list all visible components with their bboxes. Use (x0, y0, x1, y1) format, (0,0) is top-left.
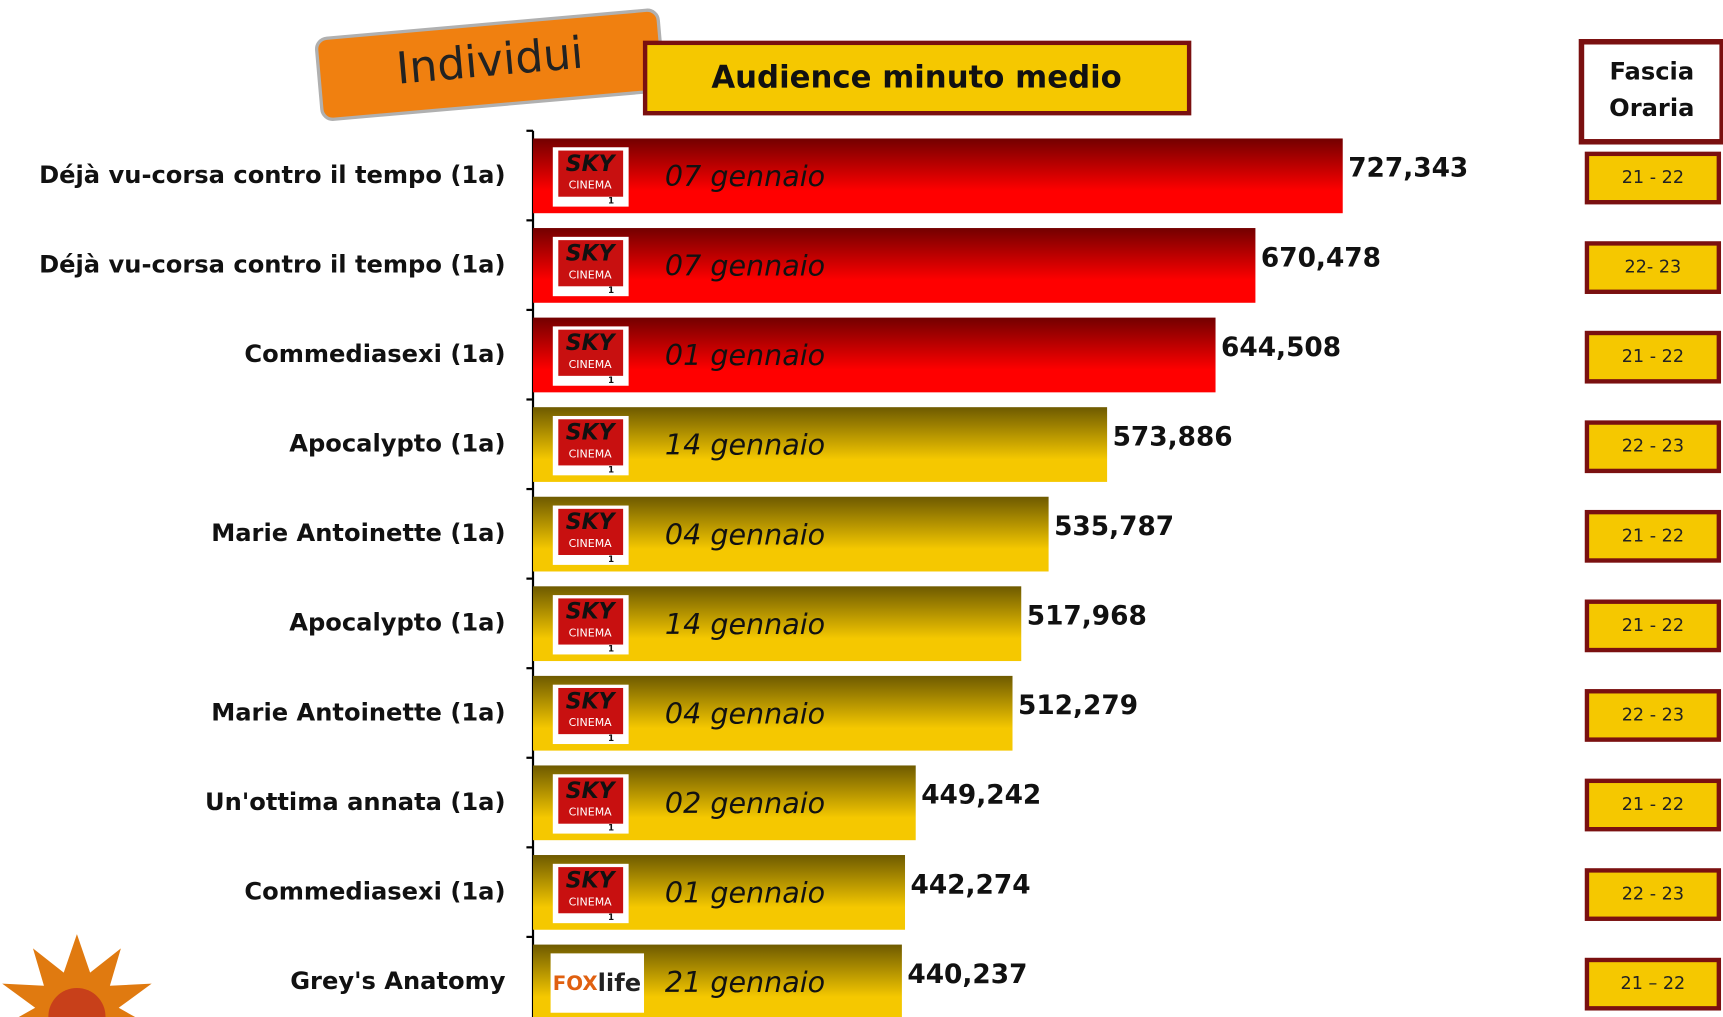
value-label: 670,478 (1261, 243, 1381, 273)
time-slot: 21 – 22 (1621, 974, 1686, 994)
time-slot: 22- 23 (1625, 258, 1682, 278)
channel-text: 1 (608, 286, 614, 296)
channel-text: SKY (566, 241, 617, 266)
date-label: 04 gennaio (665, 696, 825, 730)
channel-text: 1 (608, 824, 614, 834)
time-slot: 21 - 22 (1622, 526, 1684, 546)
date-label: 07 gennaio (665, 159, 825, 193)
value-label: 512,279 (1018, 691, 1138, 721)
value-label: 535,787 (1054, 512, 1174, 542)
category-label: Commediasexi (1a) (244, 340, 505, 368)
channel-text: 1 (608, 197, 614, 207)
channel-text: FOXlife (553, 969, 641, 997)
channel-text: 1 (608, 913, 614, 923)
channel-text: CINEMA (569, 537, 613, 550)
channel-text: SKY (566, 600, 617, 625)
value-label: 442,274 (911, 870, 1031, 900)
date-label: 14 gennaio (665, 428, 825, 462)
channel-text: CINEMA (569, 627, 613, 640)
date-label: 04 gennaio (665, 517, 825, 551)
channel-text: SKY (566, 152, 617, 177)
time-slot: 22 - 23 (1622, 705, 1684, 725)
time-slot: 21 - 22 (1622, 795, 1684, 815)
channel-text: CINEMA (569, 895, 613, 908)
category-label: Marie Antoinette (1a) (211, 519, 505, 547)
category-label: Marie Antoinette (1a) (211, 698, 505, 726)
date-label: 07 gennaio (665, 249, 825, 283)
time-slot: 21 - 22 (1622, 347, 1684, 367)
channel-text: SKY (566, 779, 617, 804)
chart-title: Audience minuto medio (711, 60, 1121, 96)
value-label: 440,237 (907, 960, 1027, 990)
channel-text: 1 (608, 555, 614, 565)
category-label: Apocalypto (1a) (289, 430, 505, 458)
channel-text: CINEMA (569, 268, 613, 281)
category-label: Commediasexi (1a) (244, 877, 505, 905)
date-label: 01 gennaio (665, 338, 825, 372)
value-label: 573,886 (1113, 422, 1233, 452)
time-slot: 22 - 23 (1622, 437, 1684, 457)
value-label: 644,508 (1221, 333, 1341, 363)
channel-text: CINEMA (569, 716, 613, 729)
bar (533, 138, 1343, 213)
category-label: Apocalypto (1a) (289, 609, 505, 637)
channel-text: 1 (608, 465, 614, 475)
time-header: Fascia (1609, 58, 1694, 86)
decor-star (0, 934, 154, 1017)
channel-text: SKY (566, 868, 617, 893)
channel-text: 1 (608, 376, 614, 386)
date-label: 14 gennaio (665, 607, 825, 641)
bar (533, 318, 1216, 393)
category-label: Un'ottima annata (1a) (205, 788, 506, 816)
date-label: 21 gennaio (665, 965, 825, 999)
channel-text: CINEMA (569, 179, 613, 192)
channel-text: CINEMA (569, 358, 613, 371)
chart: Individui Audience minuto medio Fascia O… (0, 0, 1723, 1017)
value-label: 517,968 (1027, 602, 1147, 632)
time-slot: 22 - 23 (1622, 885, 1684, 905)
date-label: 01 gennaio (665, 876, 825, 910)
tab: Individui (316, 9, 665, 120)
channel-text: SKY (566, 331, 617, 356)
value-label: 727,343 (1348, 154, 1468, 184)
channel-text: SKY (566, 421, 617, 446)
channel-text: CINEMA (569, 447, 613, 460)
channel-text: SKY (566, 689, 617, 714)
category-label: Déjà vu-corsa contro il tempo (1a) (39, 250, 505, 278)
date-label: 02 gennaio (665, 786, 825, 820)
channel-text: 1 (608, 734, 614, 744)
time-slot: 21 - 22 (1622, 616, 1684, 636)
bar (533, 228, 1255, 303)
value-label: 449,242 (921, 781, 1041, 811)
time-header: Oraria (1609, 94, 1694, 122)
channel-text: 1 (608, 644, 614, 654)
category-label: Grey's Anatomy (290, 967, 506, 995)
channel-text: CINEMA (569, 806, 613, 819)
channel-text: SKY (566, 510, 617, 535)
category-label: Déjà vu-corsa contro il tempo (1a) (39, 161, 505, 189)
time-slot: 21 - 22 (1622, 168, 1684, 188)
